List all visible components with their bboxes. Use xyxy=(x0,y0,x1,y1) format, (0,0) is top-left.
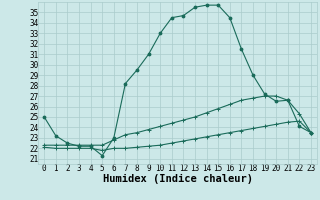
X-axis label: Humidex (Indice chaleur): Humidex (Indice chaleur) xyxy=(103,174,252,184)
